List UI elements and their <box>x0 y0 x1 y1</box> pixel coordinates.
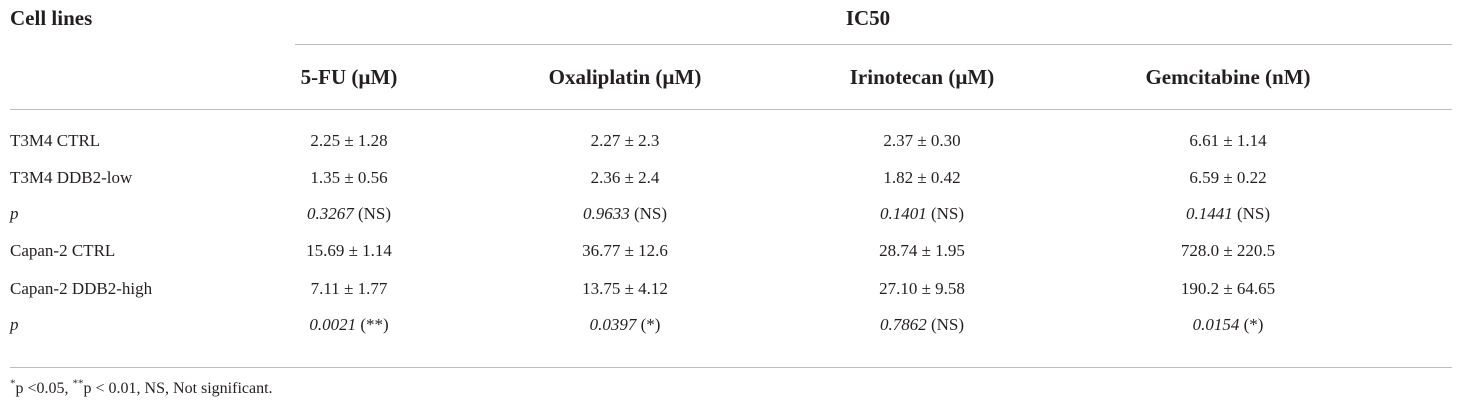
ic50-value-cell-oxaliplatin: 2.36 ± 2.4 <box>590 168 660 187</box>
ic50-value-cell-irinotecan: 1.82 ± 0.42 <box>883 168 961 187</box>
significance-marker: (NS) <box>633 204 668 223</box>
header-bottom-rule <box>10 109 1452 110</box>
ic50-value-cell-irinotecan: 2.37 ± 0.30 <box>883 131 961 150</box>
ic50-value-cell-oxaliplatin: 13.75 ± 4.12 <box>582 279 668 298</box>
ic50-value-cell-gemcitabine: 728.0 ± 220.5 <box>1180 241 1276 260</box>
column-header-oxaliplatin: Oxaliplatin (µM) <box>548 65 702 89</box>
p-value-cell-irinotecan: 0.7862 (NS) <box>880 315 964 335</box>
ic50-value-cell-5fu: 15.69 ± 1.14 <box>306 241 392 260</box>
row-label: T3M4 DDB2-low <box>10 168 133 187</box>
p-value: 0.3267 <box>306 204 354 223</box>
significance-marker: (*) <box>1243 315 1264 334</box>
significance-marker: (NS) <box>930 204 965 223</box>
ic50-value-cell-gemcitabine: 190.2 ± 64.65 <box>1180 279 1276 298</box>
significance-marker: (NS) <box>357 204 392 223</box>
ic50-value-cell-gemcitabine: 6.59 ± 0.22 <box>1189 168 1267 187</box>
p-value: 0.1441 <box>1185 204 1233 223</box>
significance-marker: (NS) <box>1236 204 1271 223</box>
ic50-value-cell-5fu: 2.25 ± 1.28 <box>310 131 388 150</box>
table-footnote: *p <0.05, **p < 0.01, NS, Not significan… <box>10 377 273 398</box>
footnote-text-1: p <0.05, <box>15 380 73 397</box>
footnote-star-1: * <box>10 377 16 390</box>
ic50-value-cell-irinotecan: 28.74 ± 1.95 <box>879 241 965 260</box>
ic50-group-header: IC50 <box>845 6 891 30</box>
p-value: 0.1401 <box>879 204 927 223</box>
p-value-cell-oxaliplatin: 0.9633 (NS) <box>583 204 667 224</box>
p-value-cell-oxaliplatin: 0.0397 (*) <box>590 315 661 335</box>
group-header-rule <box>295 44 1452 45</box>
p-value-cell-irinotecan: 0.1401 (NS) <box>880 204 964 224</box>
row-label: T3M4 CTRL <box>10 131 101 150</box>
p-value: 0.9633 <box>582 204 630 223</box>
row-label: Capan-2 DDB2-high <box>10 279 153 298</box>
p-value-cell-gemcitabine: 0.1441 (NS) <box>1186 204 1270 224</box>
ic50-value-cell-irinotecan: 27.10 ± 9.58 <box>879 279 965 298</box>
significance-marker: (**) <box>360 315 389 334</box>
table-bottom-rule <box>10 367 1452 368</box>
significance-marker: (NS) <box>930 315 965 334</box>
footnote-text-2: p < 0.01, NS, Not significant. <box>83 380 273 397</box>
footnote-star-2: ** <box>72 377 84 390</box>
p-value: 0.0397 <box>589 315 637 334</box>
row-label: Capan-2 CTRL <box>10 241 116 260</box>
ic50-value-cell-oxaliplatin: 36.77 ± 12.6 <box>582 241 668 260</box>
p-value-cell-5fu: 0.3267 (NS) <box>307 204 391 224</box>
p-value: 0.0021 <box>309 315 357 334</box>
significance-marker: (*) <box>640 315 661 334</box>
column-header-gemcitabine: Gemcitabine (nM) <box>1145 65 1311 89</box>
ic50-value-cell-oxaliplatin: 2.27 ± 2.3 <box>590 131 660 150</box>
ic50-value-cell-5fu: 7.11 ± 1.77 <box>310 279 388 298</box>
column-header-irinotecan: Irinotecan (µM) <box>849 65 995 89</box>
p-value: 0.0154 <box>1192 315 1240 334</box>
row-header-label: Cell lines <box>10 6 93 30</box>
p-value-cell-5fu: 0.0021 (**) <box>309 315 388 335</box>
row-label: p <box>10 204 19 223</box>
ic50-value-cell-gemcitabine: 6.61 ± 1.14 <box>1189 131 1267 150</box>
column-header-5fu: 5-FU (µM) <box>300 65 398 89</box>
p-value: 0.7862 <box>879 315 927 334</box>
p-value-cell-gemcitabine: 0.0154 (*) <box>1193 315 1264 335</box>
row-label: p <box>10 315 19 334</box>
ic50-value-cell-5fu: 1.35 ± 0.56 <box>310 168 388 187</box>
